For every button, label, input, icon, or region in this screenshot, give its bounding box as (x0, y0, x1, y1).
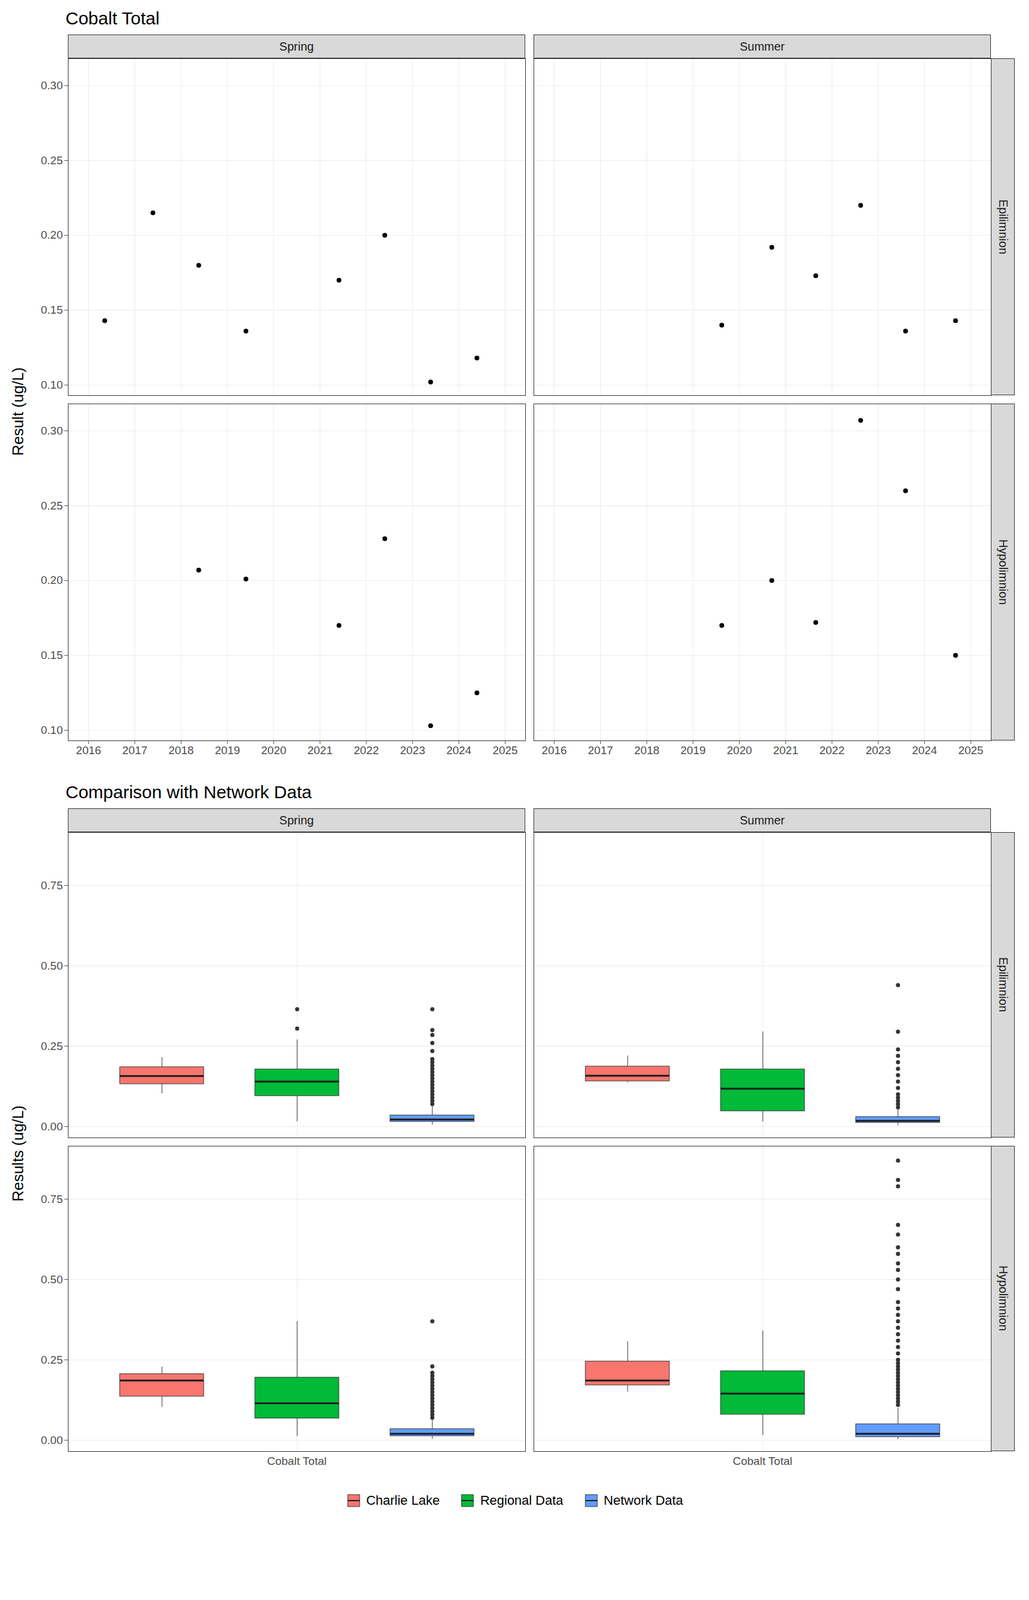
svg-text:2025: 2025 (958, 744, 984, 757)
svg-text:2025: 2025 (492, 744, 518, 757)
svg-text:0.75: 0.75 (41, 879, 64, 893)
html-text:Regional Data: Regional Data (480, 1493, 564, 1509)
svg-text:Cobalt Total: Cobalt Total (733, 1455, 793, 1468)
svg-text:0.50: 0.50 (41, 959, 64, 973)
html-text:Result (ug/L): Result (ug/L) (8, 367, 27, 456)
html-text:Spring: Spring (279, 39, 314, 53)
svg-text:0.00: 0.00 (41, 1120, 64, 1134)
svg-text:2021: 2021 (772, 744, 798, 757)
svg-text:2020: 2020 (260, 744, 286, 757)
svg-text:2022: 2022 (353, 744, 379, 757)
svg-text:2023: 2023 (865, 744, 891, 757)
svg-text:2017: 2017 (122, 744, 148, 757)
svg-text:0.10: 0.10 (41, 378, 64, 392)
svg-text:0.20: 0.20 (41, 228, 64, 242)
svg-text:0.15: 0.15 (41, 649, 64, 662)
html-text:Epilimnion: Epilimnion (996, 199, 1010, 255)
svg-text:2024: 2024 (446, 744, 472, 757)
svg-text:2024: 2024 (911, 744, 938, 757)
html-text:Results (ug/L): Results (ug/L) (8, 1105, 27, 1203)
svg-text:0.15: 0.15 (41, 303, 64, 317)
svg-text:0.30: 0.30 (41, 424, 64, 438)
svg-text:2016: 2016 (541, 744, 567, 757)
svg-text:2016: 2016 (76, 744, 102, 757)
svg-text:2023: 2023 (400, 744, 426, 757)
svg-text:0.25: 0.25 (41, 499, 64, 513)
svg-text:0.50: 0.50 (41, 1273, 64, 1287)
svg-text:0.25: 0.25 (41, 1354, 64, 1367)
svg-text:2018: 2018 (168, 744, 194, 757)
svg-text:0.25: 0.25 (41, 154, 64, 167)
svg-text:0.75: 0.75 (41, 1193, 64, 1206)
svg-text:2017: 2017 (587, 744, 613, 757)
svg-text:0.10: 0.10 (41, 724, 64, 737)
html-text:Cobalt Total: Cobalt Total (65, 8, 160, 28)
svg-text:0.20: 0.20 (41, 574, 64, 587)
svg-text:2020: 2020 (726, 744, 752, 757)
svg-text:0.30: 0.30 (41, 79, 64, 92)
html-text:Comparison with Network Data: Comparison with Network Data (65, 782, 312, 803)
svg-text:2019: 2019 (214, 744, 240, 757)
html-text:Summer: Summer (739, 813, 785, 827)
html-text:Hypolimnion: Hypolimnion (996, 1266, 1010, 1332)
html-text:Charlie Lake: Charlie Lake (366, 1493, 440, 1509)
svg-text:0.00: 0.00 (41, 1434, 64, 1448)
html-text:Epilimnion: Epilimnion (996, 957, 1010, 1013)
svg-text:2019: 2019 (680, 744, 706, 757)
html-text:Hypolimnion: Hypolimnion (996, 539, 1010, 606)
svg-text:2022: 2022 (819, 744, 845, 757)
html-text:Summer: Summer (739, 39, 785, 53)
html-text:Spring: Spring (279, 813, 314, 827)
svg-text:0.25: 0.25 (41, 1040, 64, 1053)
svg-text:Cobalt Total: Cobalt Total (267, 1455, 327, 1468)
svg-text:2021: 2021 (307, 744, 333, 757)
html-text:Network Data: Network Data (603, 1493, 684, 1509)
svg-text:2018: 2018 (634, 744, 660, 757)
